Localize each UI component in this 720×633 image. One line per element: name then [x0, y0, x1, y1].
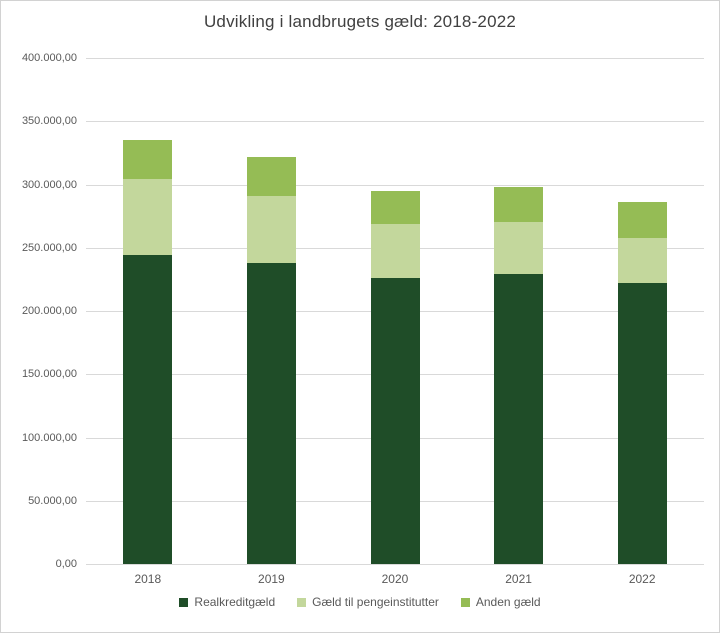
bar-segment-anden-2019[interactable] — [247, 157, 296, 196]
x-axis-tick-label: 2021 — [505, 572, 532, 586]
y-axis-tick-label: 350.000,00 — [21, 115, 77, 127]
x-axis-tick-label: 2019 — [258, 572, 285, 586]
gridline — [86, 564, 704, 565]
bar-segment-realkredit-2020[interactable] — [371, 278, 420, 564]
legend-swatch-icon — [297, 597, 307, 607]
bar-segment-anden-2022[interactable] — [618, 202, 667, 238]
x-axis-tick-label: 2020 — [381, 572, 409, 586]
legend-item-label: Gæld til pengeinstitutter — [312, 595, 439, 609]
legend-item-label: Anden gæld — [475, 595, 541, 609]
chart-title: Udvikling i landbrugets gæld: 2018-2022 — [203, 12, 517, 31]
bar-segment-realkredit-2018[interactable] — [123, 255, 172, 564]
x-axis-tick-label: 2022 — [628, 572, 656, 586]
y-axis-tick-label: 250.000,00 — [21, 242, 77, 254]
y-axis-tick-label: 300.000,00 — [21, 179, 77, 191]
y-axis-tick-label: 200.000,00 — [21, 305, 77, 317]
legend-swatch-icon — [460, 597, 470, 607]
bar-segment-realkredit-2022[interactable] — [618, 283, 667, 564]
legend-item-anden[interactable]: Anden gæld — [460, 595, 541, 609]
legend-item-label: Realkreditgæld — [194, 595, 276, 609]
bar-segment-anden-2021[interactable] — [494, 187, 543, 222]
x-axis-tick-label: 2018 — [134, 572, 162, 586]
bar-segment-pengeinstitutter-2018[interactable] — [123, 179, 172, 255]
y-axis-tick-label: 0,00 — [55, 558, 77, 570]
bar-segment-pengeinstitutter-2019[interactable] — [247, 196, 296, 263]
y-axis-tick-label: 150.000,00 — [21, 368, 77, 380]
y-axis-tick-label: 50.000,00 — [28, 495, 77, 507]
bar-segment-anden-2020[interactable] — [371, 191, 420, 224]
gridline — [86, 121, 704, 122]
legend-item-pengeinstitutter[interactable]: Gæld til pengeinstitutter — [297, 595, 439, 609]
gridline — [86, 58, 704, 59]
y-axis-tick-label: 100.000,00 — [21, 432, 77, 444]
gridline — [86, 185, 704, 186]
bar-segment-pengeinstitutter-2021[interactable] — [494, 222, 543, 274]
bar-segment-realkredit-2019[interactable] — [247, 263, 296, 564]
bar-segment-pengeinstitutter-2022[interactable] — [618, 238, 667, 283]
legend: Realkreditgæld Gæld til pengeinstitutter A… — [1, 595, 719, 609]
legend-item-realkredit[interactable]: Realkreditgæld — [179, 595, 275, 609]
bar-segment-pengeinstitutter-2020[interactable] — [371, 224, 420, 278]
y-axis-tick-label: 400.000,00 — [21, 52, 77, 64]
legend-swatch-icon — [179, 597, 189, 607]
bar-segment-realkredit-2021[interactable] — [494, 274, 543, 564]
bar-segment-anden-2018[interactable] — [123, 140, 172, 179]
